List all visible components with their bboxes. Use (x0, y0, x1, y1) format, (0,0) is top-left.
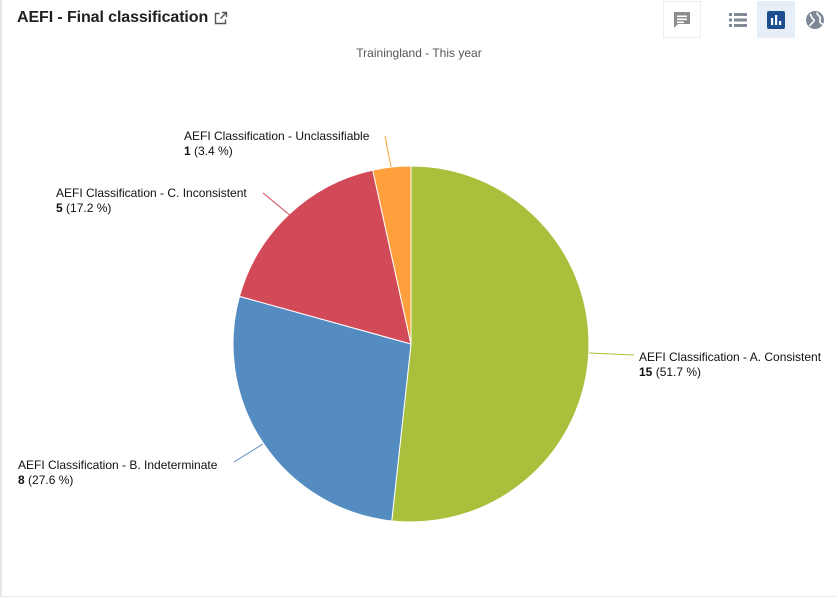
list-icon (729, 12, 747, 27)
comment-icon (674, 11, 690, 28)
view-as-table-button[interactable] (719, 1, 757, 38)
pie-slice-consistent[interactable] (391, 165, 590, 523)
data-label-inconsistent: AEFI Classification - C. Inconsistent (56, 186, 247, 200)
pie-slice-inconsistent[interactable] (238, 169, 412, 345)
chart-header: AEFI - Final classification (17, 7, 228, 29)
data-label-unclassifiable: AEFI Classification - Unclassifiable (184, 129, 370, 143)
data-value-inconsistent: 5 (17.2 %) (56, 201, 111, 215)
view-as-chart-button[interactable] (757, 1, 795, 38)
visualization-toolbar (663, 1, 835, 38)
chart-title: AEFI - Final classification (17, 9, 209, 26)
connector-unclassifiable (384, 135, 392, 168)
pie-slice-indeterminate[interactable] (232, 295, 412, 522)
data-label-indeterminate: AEFI Classification - B. Indeterminate (18, 458, 218, 472)
data-value-unclassifiable: 1 (3.4 %) (184, 144, 233, 158)
data-value-indeterminate: 8 (27.6 %) (18, 473, 73, 487)
globe-icon (806, 10, 824, 29)
connector-inconsistent (262, 192, 292, 217)
data-label-consistent: AEFI Classification - A. Consistent (639, 350, 822, 364)
interpretations-button[interactable] (663, 1, 701, 38)
view-as-map-button[interactable] (795, 1, 835, 38)
bar-chart-icon (767, 10, 785, 29)
connector-consistent (588, 352, 635, 356)
toolbar-spacer (701, 1, 719, 38)
connector-indeterminate (233, 443, 264, 463)
pie-slice-unclassifiable[interactable] (372, 165, 412, 345)
chart-subtitle: Trainingland - This year (356, 46, 482, 60)
open-in-new-icon[interactable] (214, 11, 228, 25)
data-value-consistent: 15 (51.7 %) (639, 365, 701, 379)
